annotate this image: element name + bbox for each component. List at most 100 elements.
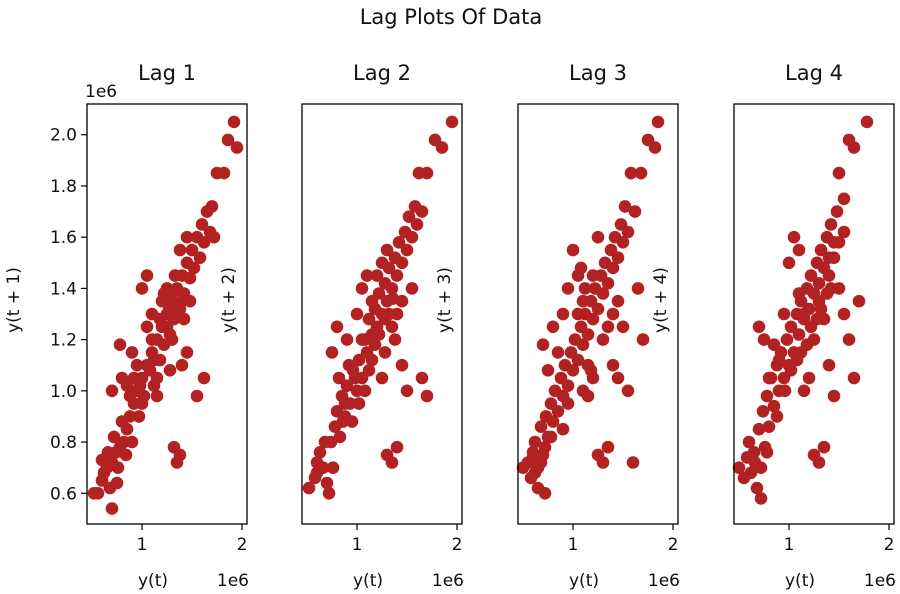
y-offset-text: 1e6 — [85, 82, 117, 102]
scatter-point — [827, 389, 841, 403]
scatter-point — [596, 333, 610, 346]
scatter-point — [528, 435, 542, 449]
scatter-point — [180, 346, 194, 359]
scatter-point — [165, 333, 179, 346]
scatter-point — [105, 384, 119, 398]
scatter-point — [385, 456, 399, 469]
scatter-point — [193, 251, 207, 264]
lag-plot-panel-4: 1 2 Lag 4 y(t) 1e6 y(t + 4) — [651, 61, 896, 591]
scatter-point — [762, 420, 776, 434]
scatter-point — [217, 166, 231, 180]
scatter-point — [162, 300, 176, 313]
scatter-point — [420, 166, 434, 180]
scatter-point — [362, 364, 376, 377]
scatter-point — [123, 389, 137, 403]
scatter-point — [576, 338, 590, 352]
scatter-point — [338, 397, 352, 410]
scatter-point — [313, 446, 327, 459]
scatter-point — [358, 384, 372, 398]
scatter-point — [546, 415, 560, 428]
y-axis-label: y(t + 1) — [4, 267, 24, 333]
scatter-point — [611, 371, 625, 385]
y-tick-label: 0.6 — [50, 484, 77, 504]
x-tick-label: 2 — [884, 535, 895, 555]
scatter-points-lag-3 — [516, 115, 665, 500]
scatter-point — [852, 294, 866, 308]
plot-frame — [517, 103, 679, 525]
scatter-points-lag-4 — [732, 115, 874, 505]
scatter-point — [157, 287, 171, 300]
scatter-point — [772, 353, 786, 367]
scatter-point — [814, 243, 828, 257]
panel-title: Lag 4 — [785, 61, 843, 85]
scatter-point — [618, 200, 632, 213]
scatter-point — [624, 166, 638, 180]
scatter-point — [132, 410, 146, 423]
y-axis-label: y(t + 2) — [219, 267, 239, 333]
scatter-point — [812, 277, 826, 290]
scatter-point — [732, 461, 746, 475]
scatter-point — [750, 481, 764, 495]
scatter-point — [348, 371, 362, 385]
scatter-point — [634, 166, 648, 180]
scatter-point — [648, 141, 662, 154]
scatter-point — [402, 210, 416, 223]
scatter-point — [760, 389, 774, 403]
scatter-point — [762, 371, 776, 385]
scatter-point — [804, 269, 818, 282]
scatter-point — [571, 307, 585, 321]
scatter-point — [197, 371, 211, 385]
scatter-point — [352, 397, 366, 410]
scatter-point — [810, 312, 824, 326]
scatter-point — [784, 364, 798, 377]
plot-frame — [86, 103, 248, 525]
lag-plot-panel-1: 1 2 0.6 0.8 1.0 1.2 1.4 1.6 1.8 2.0 Lag 1 y(t) 1e6 y(… — [4, 61, 249, 591]
scatter-point — [325, 346, 339, 359]
scatter-point — [616, 320, 630, 334]
scatter-point — [110, 476, 124, 490]
scatter-point — [107, 430, 121, 444]
scatter-point — [621, 384, 635, 398]
scatter-point — [375, 371, 389, 385]
x-tick-label: 1 — [568, 535, 579, 555]
scatter-point — [365, 353, 379, 367]
scatter-point — [123, 410, 137, 423]
scatter-points-lag-2 — [302, 115, 459, 500]
scatter-point — [754, 461, 768, 475]
scatter-point — [322, 487, 336, 500]
scatter-point — [822, 358, 836, 372]
scatter-point — [195, 218, 209, 231]
scatter-point — [345, 415, 359, 428]
scatter-point — [584, 364, 598, 377]
scatter-point — [752, 422, 766, 436]
scatter-point — [153, 312, 167, 326]
scatter-point — [797, 384, 811, 398]
scatter-point — [405, 230, 419, 244]
scatter-point — [596, 456, 610, 469]
y-tick-label: 0.8 — [50, 433, 77, 453]
scatter-point — [336, 415, 350, 428]
y-tick-label: 1.4 — [50, 279, 77, 299]
plot-frame — [301, 103, 463, 525]
scatter-point — [837, 192, 851, 206]
y-tick-label: 1.8 — [50, 177, 77, 197]
scatter-point — [113, 338, 127, 352]
x-offset-text: 1e6 — [217, 571, 249, 591]
scatter-point — [832, 166, 846, 180]
scatter-point — [91, 487, 105, 500]
scatter-point — [767, 399, 781, 413]
scatter-point — [173, 448, 187, 462]
scatter-point — [528, 466, 542, 480]
scatter-point — [101, 446, 115, 459]
scatter-point — [163, 364, 177, 377]
scatter-point — [591, 302, 605, 316]
scatter-point — [561, 379, 575, 393]
x-tick-label: 2 — [237, 535, 248, 555]
x-tick-label: 2 — [452, 535, 463, 555]
y-tick-label: 1.0 — [50, 382, 77, 402]
scatter-point — [375, 256, 389, 270]
scatter-point — [784, 320, 798, 334]
scatter-point — [302, 481, 316, 495]
scatter-point — [127, 371, 141, 385]
